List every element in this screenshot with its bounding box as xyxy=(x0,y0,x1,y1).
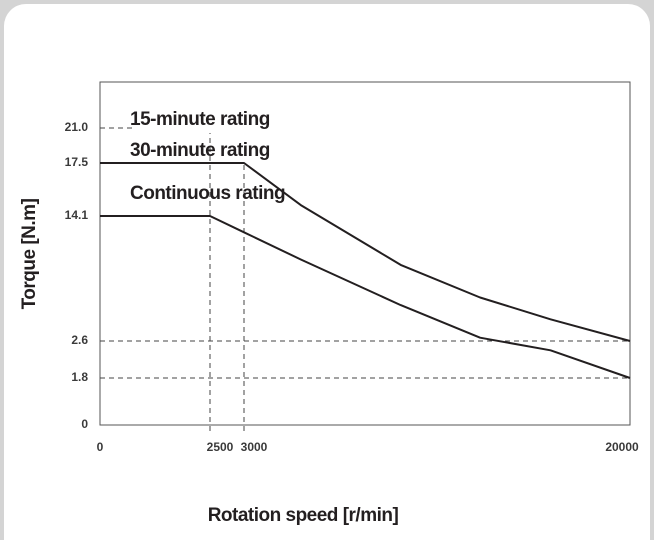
legend-label: Continuous rating xyxy=(130,183,285,204)
x-tick-label: 20000 xyxy=(605,440,639,454)
y-tick-label: 14.1 xyxy=(65,208,89,222)
annotation: 15-minute rating xyxy=(130,109,270,130)
y-tick-label: 0 xyxy=(81,417,88,431)
plot-frame xyxy=(99,81,631,426)
x-tick-label: 3000 xyxy=(241,440,268,454)
x-tick-label: 2500 xyxy=(207,440,234,454)
y-axis-label: Torque [N.m] xyxy=(19,198,40,309)
y-tick-label: 21.0 xyxy=(65,120,89,134)
x-tick-label: 0 xyxy=(97,440,104,454)
y-tick-label: 17.5 xyxy=(65,155,89,169)
legend-label: 30-minute rating xyxy=(130,140,270,161)
series-line xyxy=(100,215,631,379)
series-line xyxy=(100,162,631,342)
y-tick-label: 2.6 xyxy=(71,333,88,347)
x-axis-label: Rotation speed [r/min] xyxy=(208,505,399,526)
y-tick-label: 1.8 xyxy=(71,370,88,384)
